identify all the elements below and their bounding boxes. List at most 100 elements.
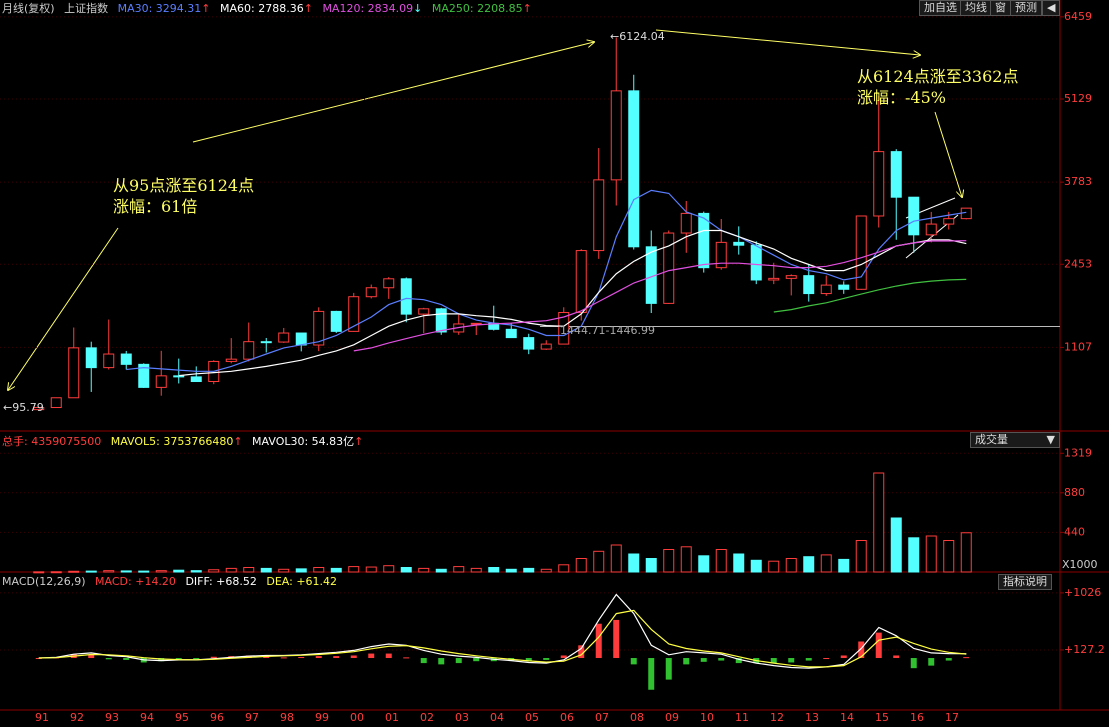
x-tick-label: 06 xyxy=(560,711,574,724)
y-tick-label: 2453 xyxy=(1064,257,1092,270)
macd-bar xyxy=(770,658,777,664)
volume-bar xyxy=(558,564,570,573)
y-tick-label: 6459 xyxy=(1064,10,1092,23)
candle-body xyxy=(278,332,290,343)
candle-body xyxy=(348,296,360,332)
volume-bar xyxy=(488,567,500,573)
macd-bar xyxy=(945,658,952,661)
macd-bar xyxy=(105,658,112,660)
x-tick-label: 17 xyxy=(945,711,959,724)
annotation-arrow xyxy=(655,29,920,55)
candle-body xyxy=(260,341,272,344)
x-tick-label: 03 xyxy=(455,711,469,724)
indicator-selector[interactable]: 成交量 ▼ xyxy=(970,432,1060,448)
volume-bar xyxy=(278,568,290,573)
line-series xyxy=(38,593,967,669)
volume-bar xyxy=(838,558,850,573)
candle-body xyxy=(803,275,815,295)
candle-body xyxy=(120,353,132,365)
candle-body xyxy=(190,376,202,383)
trend-arrow: ↑ xyxy=(233,435,243,448)
candle-body xyxy=(698,212,710,269)
volume-bar xyxy=(470,567,482,573)
candle-body xyxy=(505,328,517,339)
candle-body xyxy=(610,90,622,181)
candle-body xyxy=(103,353,115,369)
volume-bar xyxy=(645,558,657,573)
volume-bar xyxy=(925,535,937,573)
x-tick-label: 94 xyxy=(140,711,154,724)
y-tick-label: 440 xyxy=(1064,525,1085,538)
y-tick-label: 1107 xyxy=(1064,340,1092,353)
volume-bar xyxy=(855,540,867,573)
candle-body xyxy=(418,308,430,315)
volume-bar xyxy=(960,532,972,573)
candle-body xyxy=(365,287,377,298)
macd-bar xyxy=(893,655,900,659)
candle-body xyxy=(50,397,62,409)
candle-body xyxy=(593,179,605,252)
volume-header: 总手: 4359075500 MAVOL5: 3753766480↑ MAVOL… xyxy=(2,433,369,449)
volume-bar xyxy=(155,570,167,573)
macd-header: MACD(12,26,9) MACD: +14.20 DIFF: +68.52 … xyxy=(2,575,343,588)
dropdown-arrow: ▼ xyxy=(1046,433,1055,446)
volume-total: 总手: 4359075500 xyxy=(2,435,102,448)
menu-button[interactable]: ◀ xyxy=(1042,0,1061,16)
y-tick-label: +127.2 xyxy=(1064,643,1105,656)
volume-bar xyxy=(575,558,587,573)
volume-bar xyxy=(68,570,80,573)
volume-bar xyxy=(365,566,377,573)
dea-value: DEA: +61.42 xyxy=(266,575,338,588)
y-tick-label: 880 xyxy=(1064,486,1085,499)
x-tick-label: 14 xyxy=(840,711,854,724)
annotation: 从95点涨至6124点 xyxy=(113,176,255,195)
candle-body xyxy=(715,241,727,269)
volume-bar xyxy=(400,567,412,573)
volume-bar xyxy=(505,568,517,573)
forecast-button[interactable]: 预测 xyxy=(1010,0,1042,16)
candle-body xyxy=(383,278,395,289)
macd-bar xyxy=(123,658,130,660)
window-button[interactable]: 窗 xyxy=(990,0,1011,16)
volume-bar xyxy=(120,570,132,573)
candle-body xyxy=(225,358,237,362)
volume-bar xyxy=(523,567,535,573)
macd-bar xyxy=(525,658,532,662)
x-tick-label: 02 xyxy=(420,711,434,724)
macd-bar xyxy=(245,655,252,659)
x-tick-label: 98 xyxy=(280,711,294,724)
candle-body xyxy=(575,250,587,314)
macd-bar xyxy=(910,658,917,669)
macd-bar xyxy=(543,658,550,660)
ma-button[interactable]: 均线 xyxy=(960,0,992,16)
macd-bar xyxy=(280,657,287,659)
candle-body xyxy=(785,275,797,279)
volume-bar xyxy=(348,566,360,573)
volume-bar xyxy=(785,558,797,573)
add-watchlist-button[interactable]: 加自选 xyxy=(919,0,962,16)
indicator-help-button[interactable]: 指标说明 xyxy=(998,574,1052,590)
candle-body xyxy=(470,322,482,325)
candle-body xyxy=(663,232,675,304)
candle-body xyxy=(435,308,447,333)
macd-bar xyxy=(735,658,742,664)
volume-bar xyxy=(540,568,552,573)
trend-arrow: ↑ xyxy=(201,2,211,15)
macd-bar xyxy=(963,657,970,659)
period-label: 月线(复权) xyxy=(2,2,55,15)
volume-bar xyxy=(750,559,762,573)
volume-bar xyxy=(768,560,780,573)
ma-label: MA60: 2788.36 xyxy=(220,2,304,15)
macd-bar xyxy=(788,658,795,663)
candle-body xyxy=(838,284,850,290)
volume-bar xyxy=(453,566,465,573)
x-tick-label: 15 xyxy=(875,711,889,724)
macd-params: MACD(12,26,9) xyxy=(2,575,86,588)
volume-bar xyxy=(663,549,675,573)
volume-bar xyxy=(820,554,832,573)
macd-value: MACD: +14.20 xyxy=(95,575,176,588)
reference-label: 1444.71-1446.99 xyxy=(560,324,655,337)
candle-body xyxy=(540,343,552,350)
macd-bar xyxy=(718,658,725,661)
